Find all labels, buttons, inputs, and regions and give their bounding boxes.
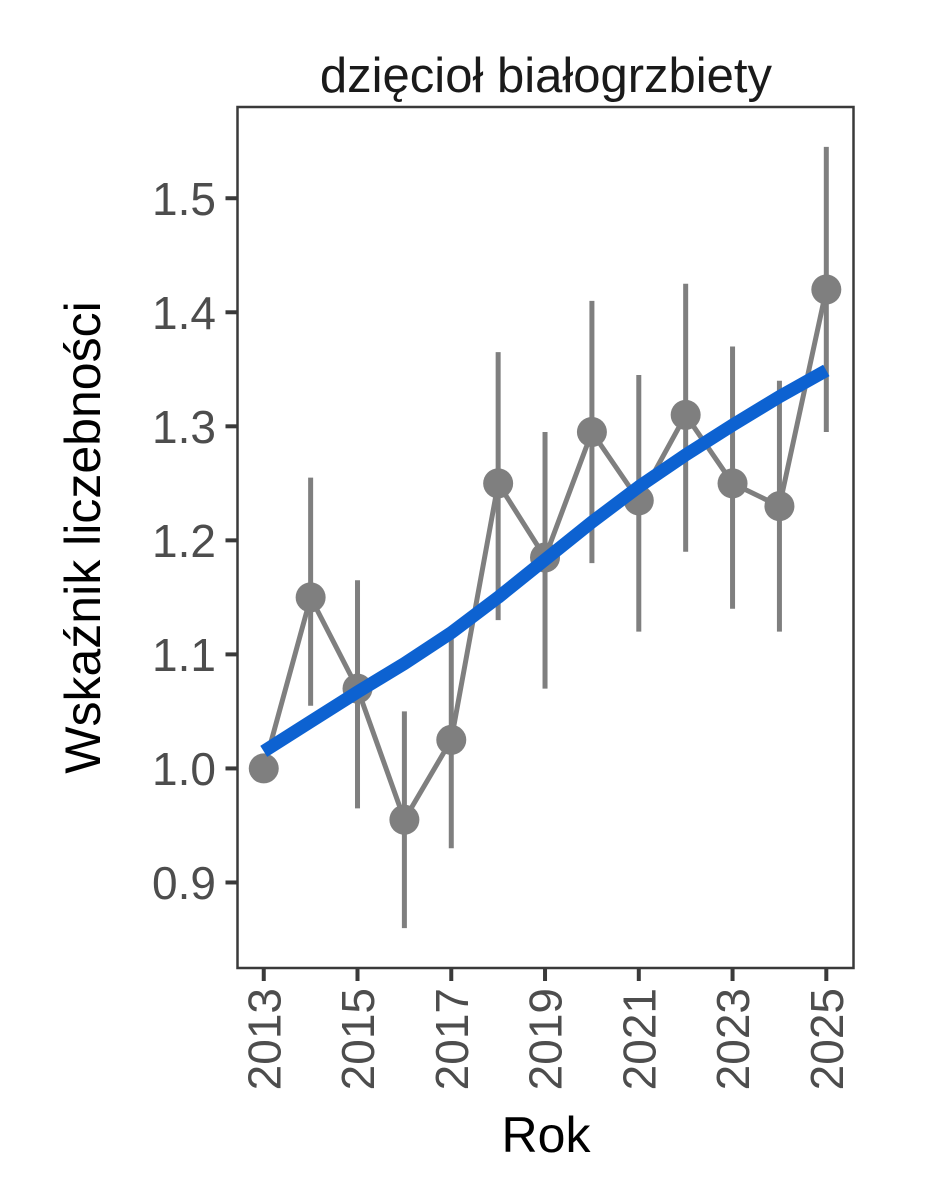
data-point xyxy=(764,491,795,522)
y-tick-label: 1.1 xyxy=(152,629,216,681)
y-tick-label: 1.3 xyxy=(152,401,216,453)
data-point xyxy=(295,582,326,613)
data-points-layer xyxy=(248,274,842,835)
axis-ticks xyxy=(225,196,829,981)
axis-tick-labels: 0.9 1.0 1.1 1.2 1.3 1.4 1.5 2013 2015 2017 2019 202… xyxy=(152,173,853,1091)
trend-line-layer xyxy=(260,364,830,757)
data-point xyxy=(811,274,842,305)
data-point xyxy=(389,804,420,835)
data-point xyxy=(483,468,514,499)
data-point xyxy=(436,724,467,755)
data-point xyxy=(576,417,607,448)
y-axis-title: Wskaźnik liczebności xyxy=(55,301,111,773)
y-tick-label: 0.9 xyxy=(152,857,216,909)
data-point xyxy=(248,753,279,784)
x-tick-label: 2013 xyxy=(238,988,290,1090)
y-tick-label: 1.4 xyxy=(152,287,216,339)
y-tick-label: 1.5 xyxy=(152,173,216,225)
x-tick-label: 2019 xyxy=(520,988,572,1090)
x-tick-label: 2025 xyxy=(801,988,853,1090)
trend-line xyxy=(260,364,830,757)
data-point xyxy=(670,399,701,430)
x-tick-label: 2021 xyxy=(613,988,665,1090)
x-tick-label: 2015 xyxy=(332,988,384,1090)
x-axis-title: Rok xyxy=(502,1107,592,1163)
y-tick-label: 1.0 xyxy=(152,743,216,795)
data-point xyxy=(717,468,748,499)
y-tick-label: 1.2 xyxy=(152,515,216,567)
x-tick-label: 2023 xyxy=(707,988,759,1090)
chart-title: dzięcioł białogrzbiety xyxy=(320,49,773,103)
x-tick-label: 2017 xyxy=(426,988,478,1090)
